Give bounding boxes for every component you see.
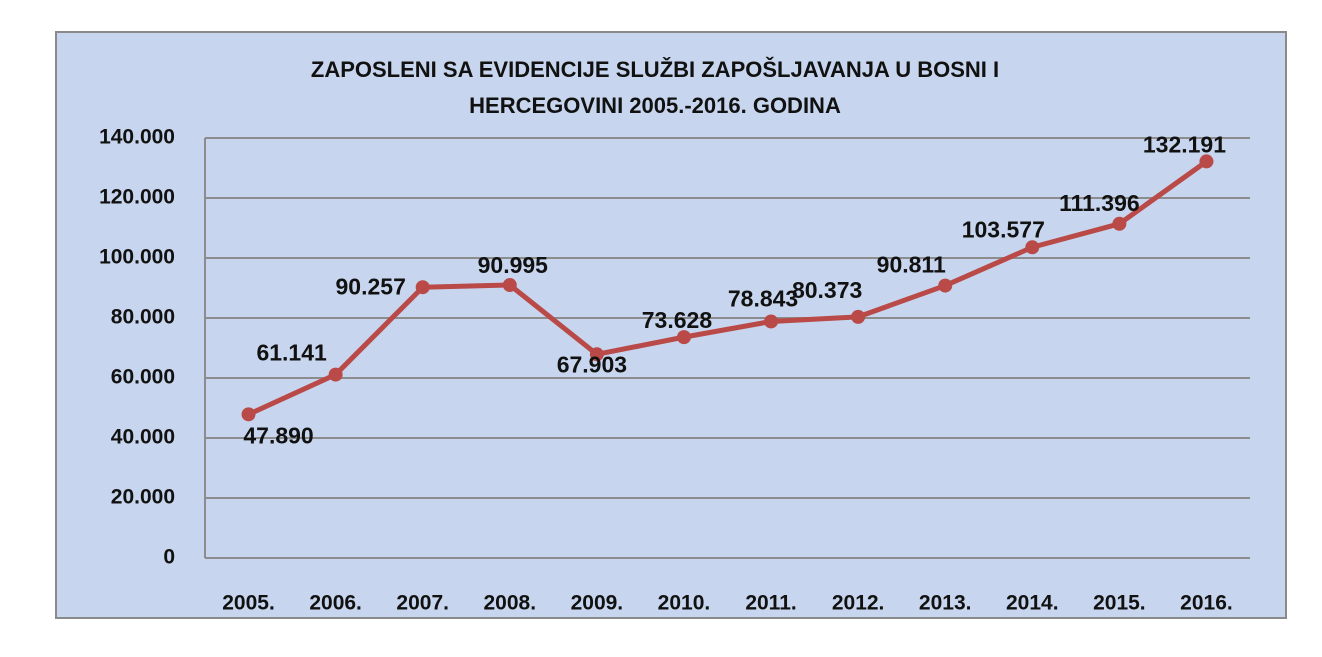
y-tick-label: 0: [163, 546, 175, 569]
y-tick-label: 120.000: [99, 186, 175, 209]
value-label: 103.577: [962, 216, 1045, 242]
marker: [676, 330, 691, 345]
marker: [1025, 240, 1040, 255]
marker: [589, 347, 604, 362]
line: [247, 159, 1208, 417]
y-tick-label: 20.000: [111, 486, 175, 509]
marker: [938, 278, 953, 293]
value-label: 61.141: [256, 340, 327, 366]
marker: [502, 278, 517, 293]
marker: [415, 280, 430, 295]
x-tick-label: 2015.: [1093, 592, 1146, 615]
x-tick-label: 2013.: [919, 592, 972, 615]
x-tick-label: 2010.: [658, 592, 711, 615]
x-tick-label: 2014.: [1006, 592, 1059, 615]
x-tick-label: 2011.: [745, 592, 796, 615]
value-label: 78.843: [728, 286, 798, 312]
value-label: 47.890: [243, 422, 313, 448]
y-tick-label: 80.000: [111, 306, 175, 329]
value-label: 67.903: [557, 351, 627, 377]
marker: [241, 407, 256, 422]
value-label: 132.191: [1143, 132, 1226, 158]
marker: [764, 314, 779, 329]
value-label: 90.811: [877, 252, 946, 278]
value-label: 73.628: [642, 307, 713, 333]
chart-title: ZAPOSLENI SA EVIDENCIJE SLUŽBI ZAPOŠLJAV…: [310, 57, 1000, 118]
y-tick-label: 40.000: [111, 426, 175, 449]
value-label: 90.257: [336, 273, 406, 299]
x-tick-label: 2007.: [396, 592, 449, 615]
chart-background: [55, 31, 1287, 619]
marker: [1199, 154, 1214, 169]
x-tick-label: 2009.: [571, 592, 624, 615]
x-tick-label: 2012.: [832, 592, 885, 615]
x-tick-label: 2016.: [1180, 592, 1233, 615]
marker: [328, 367, 343, 382]
value-label: 111.396: [1059, 190, 1140, 216]
value-label: 80.373: [792, 277, 862, 303]
marker: [851, 309, 866, 324]
x-tick-label: 2006.: [309, 592, 362, 615]
x-tick-label: 2005.: [222, 592, 275, 615]
x-tick-label: 2008.: [484, 592, 537, 615]
y-tick-label: 100.000: [99, 246, 175, 269]
value-label: 90.995: [478, 252, 549, 278]
y-tick-label: 60.000: [111, 366, 175, 389]
y-tick-label: 140.000: [99, 126, 175, 149]
marker: [1112, 216, 1127, 231]
